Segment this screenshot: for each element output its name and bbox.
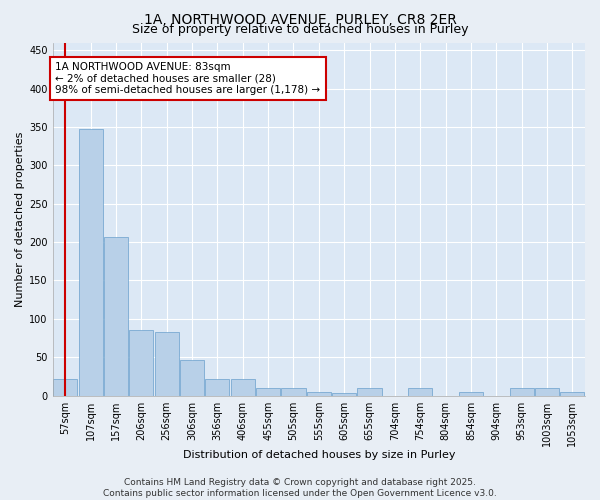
Bar: [459, 392, 483, 396]
Text: Contains HM Land Registry data © Crown copyright and database right 2025.
Contai: Contains HM Land Registry data © Crown c…: [103, 478, 497, 498]
Bar: [205, 378, 229, 396]
Bar: [281, 388, 305, 396]
Bar: [256, 388, 280, 396]
Text: 1A, NORTHWOOD AVENUE, PURLEY, CR8 2ER: 1A, NORTHWOOD AVENUE, PURLEY, CR8 2ER: [143, 12, 457, 26]
Text: Size of property relative to detached houses in Purley: Size of property relative to detached ho…: [132, 22, 468, 36]
Bar: [231, 378, 255, 396]
Bar: [155, 332, 179, 396]
Bar: [332, 394, 356, 396]
Bar: [104, 236, 128, 396]
Bar: [53, 378, 77, 396]
Bar: [79, 129, 103, 396]
Bar: [180, 360, 204, 396]
Bar: [130, 330, 154, 396]
Text: 1A NORTHWOOD AVENUE: 83sqm
← 2% of detached houses are smaller (28)
98% of semi-: 1A NORTHWOOD AVENUE: 83sqm ← 2% of detac…: [55, 62, 320, 95]
Bar: [408, 388, 432, 396]
Bar: [358, 388, 382, 396]
Bar: [560, 392, 584, 396]
Bar: [307, 392, 331, 396]
Bar: [535, 388, 559, 396]
Bar: [509, 388, 533, 396]
Y-axis label: Number of detached properties: Number of detached properties: [15, 132, 25, 306]
X-axis label: Distribution of detached houses by size in Purley: Distribution of detached houses by size …: [182, 450, 455, 460]
